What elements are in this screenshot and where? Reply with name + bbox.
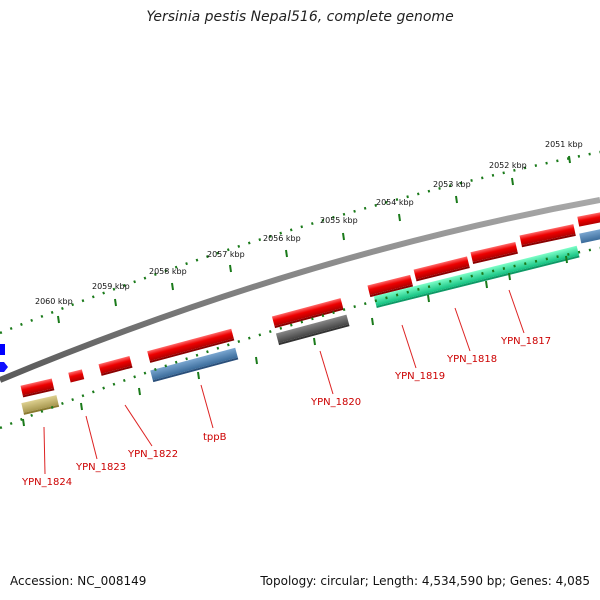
gene-label-ypn-1824: YPN_1824 [21,477,72,488]
tick-label-2056: 2056 kbp [263,234,301,243]
topology-text: Topology: circular; Length: 4,534,590 bp… [260,574,590,588]
label-leaders [43,289,525,475]
left-blue-feature [0,344,8,372]
tick-label-2059: 2059 kbp [92,282,130,291]
forward-genes [20,211,600,398]
inner-major-ticks [22,255,568,427]
gene-label-ypn-1819: YPN_1819 [394,371,445,382]
tick-label-2058: 2058 kbp [149,267,187,276]
gene-label-ypn-1817: YPN_1817 [500,336,551,347]
inner-tick-ring [0,246,600,430]
tick-label-2055: 2055 kbp [320,216,358,225]
gene-label-ypn-1822: YPN_1822 [127,449,178,460]
accession-text: Accession: NC_008149 [10,574,147,588]
outer-major-ticks [57,155,571,324]
reverse-genes [21,227,600,415]
tick-label-2060: 2060 kbp [35,297,73,306]
gene-label-ypn-1823: YPN_1823 [75,462,126,473]
tick-label-2053: 2053 kbp [433,180,471,189]
gene-label-tppb: tppB [203,432,227,443]
tick-label-2051: 2051 kbp [545,140,583,149]
tick-label-2052: 2052 kbp [489,161,527,170]
tick-label-2054: 2054 kbp [376,198,414,207]
gene-label-ypn-1820: YPN_1820 [310,397,361,408]
genome-backbone [0,197,600,383]
tick-label-2057: 2057 kbp [207,250,245,259]
map-title: Yersinia pestis Nepal516, complete genom… [146,9,454,25]
gene-label-ypn-1818: YPN_1818 [446,354,497,365]
